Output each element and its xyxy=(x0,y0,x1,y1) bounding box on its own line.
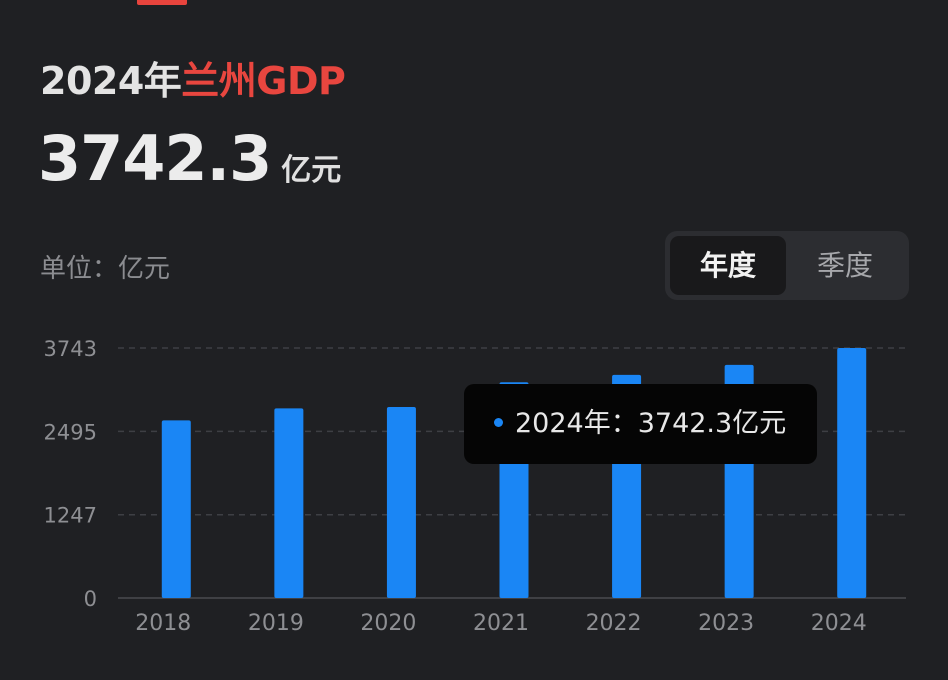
y-tick-label: 0 xyxy=(84,587,97,611)
toggle-annual[interactable]: 年度 xyxy=(670,236,786,295)
chart-tooltip: 2024年：3742.3亿元 xyxy=(464,384,817,464)
y-tick-label: 3743 xyxy=(44,337,97,361)
x-axis: 2018 2019 2020 2021 2022 2023 2024 xyxy=(135,611,866,636)
toggle-quarterly[interactable]: 季度 xyxy=(816,249,873,282)
page-title: 2024年兰州GDP xyxy=(40,50,346,105)
y-axis: 0 1247 2495 3743 xyxy=(44,337,97,611)
bar-2020[interactable] xyxy=(386,406,416,598)
x-tick-label: 2021 xyxy=(473,611,529,636)
period-toggle: 年度 季度 xyxy=(665,231,909,300)
y-tick-label: 1247 xyxy=(44,504,97,528)
unit-label: 单位：亿元 xyxy=(40,254,171,284)
x-tick-label: 2020 xyxy=(360,611,416,636)
gdp-unit: 亿元 xyxy=(281,153,342,188)
title-year: 2024年 xyxy=(40,59,182,103)
title-city: 兰州 xyxy=(181,59,257,103)
x-tick-label: 2023 xyxy=(698,611,754,636)
x-tick-label: 2019 xyxy=(248,611,304,636)
x-tick-label: 2018 xyxy=(135,611,191,636)
bar-2024[interactable] xyxy=(837,348,867,598)
series-dot-icon xyxy=(494,418,503,427)
x-tick-label: 2022 xyxy=(586,611,642,636)
bar-2018[interactable] xyxy=(161,420,191,598)
gdp-value: 3742.3 xyxy=(38,122,272,195)
title-metric: GDP xyxy=(256,59,346,103)
top-accent-bar xyxy=(137,0,187,5)
bar-2019[interactable] xyxy=(274,408,304,598)
tooltip-value: 3742.3亿元 xyxy=(637,408,787,439)
y-tick-label: 2495 xyxy=(44,420,97,444)
headline-value: 3742.3 亿元 xyxy=(38,122,341,195)
tooltip-label: 2024年： xyxy=(515,408,638,439)
x-tick-label: 2024 xyxy=(811,611,867,636)
